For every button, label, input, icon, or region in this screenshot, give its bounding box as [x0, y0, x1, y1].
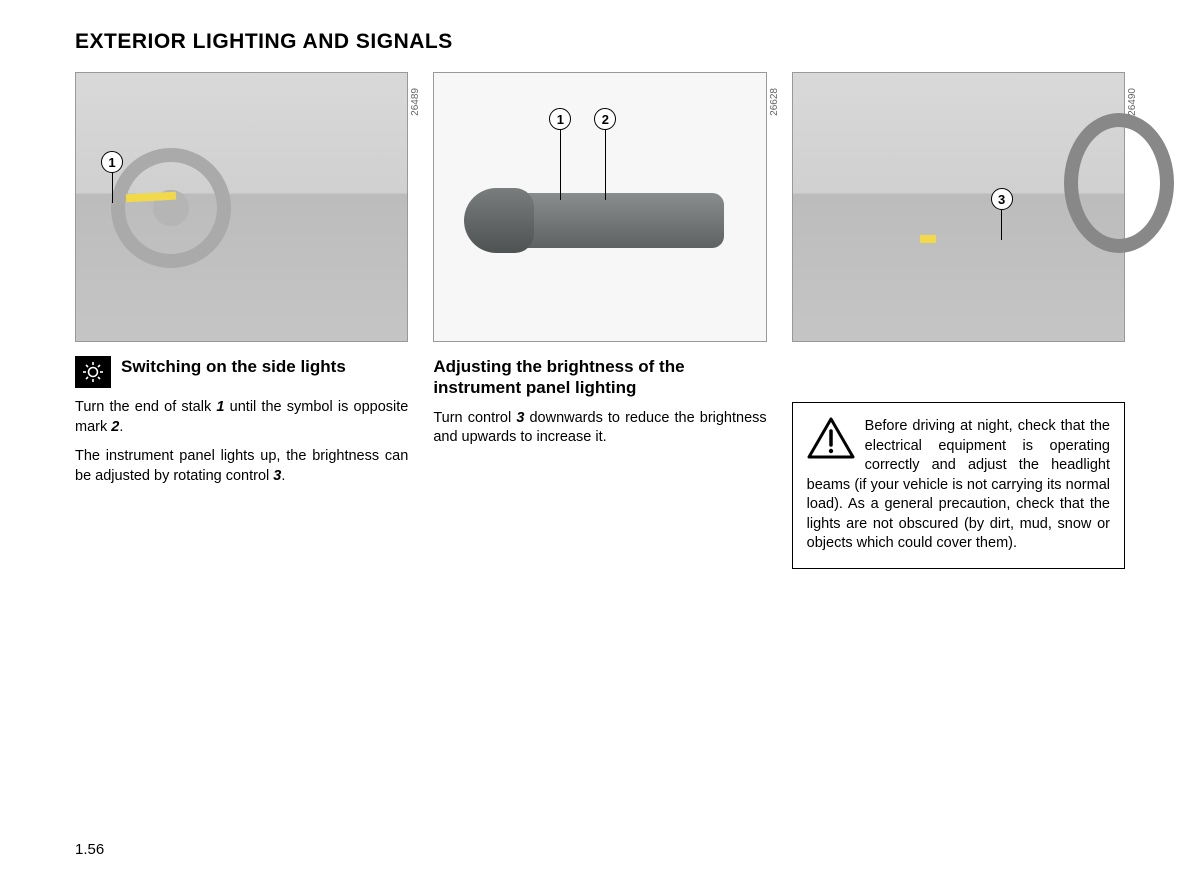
content-columns: 26489 1 — [75, 72, 1125, 569]
sidelights-icon — [75, 356, 111, 388]
column-1: 26489 1 — [75, 72, 408, 569]
steering-wheel-graphic — [111, 148, 231, 268]
steering-wheel-graphic — [1064, 113, 1174, 253]
callout-1: 1 — [549, 108, 571, 200]
warning-icon — [807, 417, 855, 459]
text: . — [281, 468, 285, 484]
para-brightness-1: Turn control 3 downwards to reduce the b… — [433, 409, 766, 448]
section-header-sidelights: Switching on the side lights — [75, 356, 408, 388]
page-number: 1.56 — [75, 841, 104, 858]
callout-number: 1 — [101, 151, 123, 173]
control-highlight — [920, 235, 936, 243]
callout-number: 2 — [594, 108, 616, 130]
para-sidelights-1: Turn the end of stalk 1 until the symbol… — [75, 398, 408, 437]
callout-3: 3 — [991, 188, 1013, 240]
callout-line — [112, 173, 113, 203]
figure-id: 26490 — [1127, 88, 1138, 116]
callout-line — [605, 130, 606, 200]
callout-line — [560, 130, 561, 200]
para-sidelights-2: The instrument panel lights up, the brig… — [75, 447, 408, 486]
text: . — [119, 419, 123, 435]
figure-stalk: 26628 1 2 — [433, 72, 766, 342]
stalk-end-graphic — [464, 188, 534, 253]
callout-2: 2 — [594, 108, 616, 200]
column-2: 26628 1 2 Adjusting the brightness of th… — [433, 72, 766, 569]
text: The instrument panel lights up, the brig… — [75, 448, 408, 484]
text: Turn the end of stalk — [75, 399, 216, 415]
warning-box: Before driving at night, check that the … — [792, 402, 1125, 569]
figure-dashboard-left: 26489 1 — [75, 72, 408, 342]
section-header-brightness: Adjusting the brightness of the instrume… — [433, 356, 766, 399]
figure-dashboard-right: 26490 3 — [792, 72, 1125, 342]
section-title-sidelights: Switching on the side lights — [121, 356, 346, 377]
figure-id: 26628 — [769, 88, 780, 116]
callout-number: 3 — [991, 188, 1013, 210]
column-3: 26490 3 Before driving at night, check t… — [792, 72, 1125, 569]
callout-1: 1 — [101, 151, 123, 203]
callout-number: 1 — [549, 108, 571, 130]
warning-content: Before driving at night, check that the … — [807, 417, 1110, 554]
section-title-brightness: Adjusting the brightness of the instrume… — [433, 356, 766, 399]
figure-id: 26489 — [410, 88, 421, 116]
text: Turn control — [433, 410, 516, 426]
page-title: EXTERIOR LIGHTING AND SIGNALS — [75, 30, 1125, 54]
callout-line — [1001, 210, 1002, 240]
